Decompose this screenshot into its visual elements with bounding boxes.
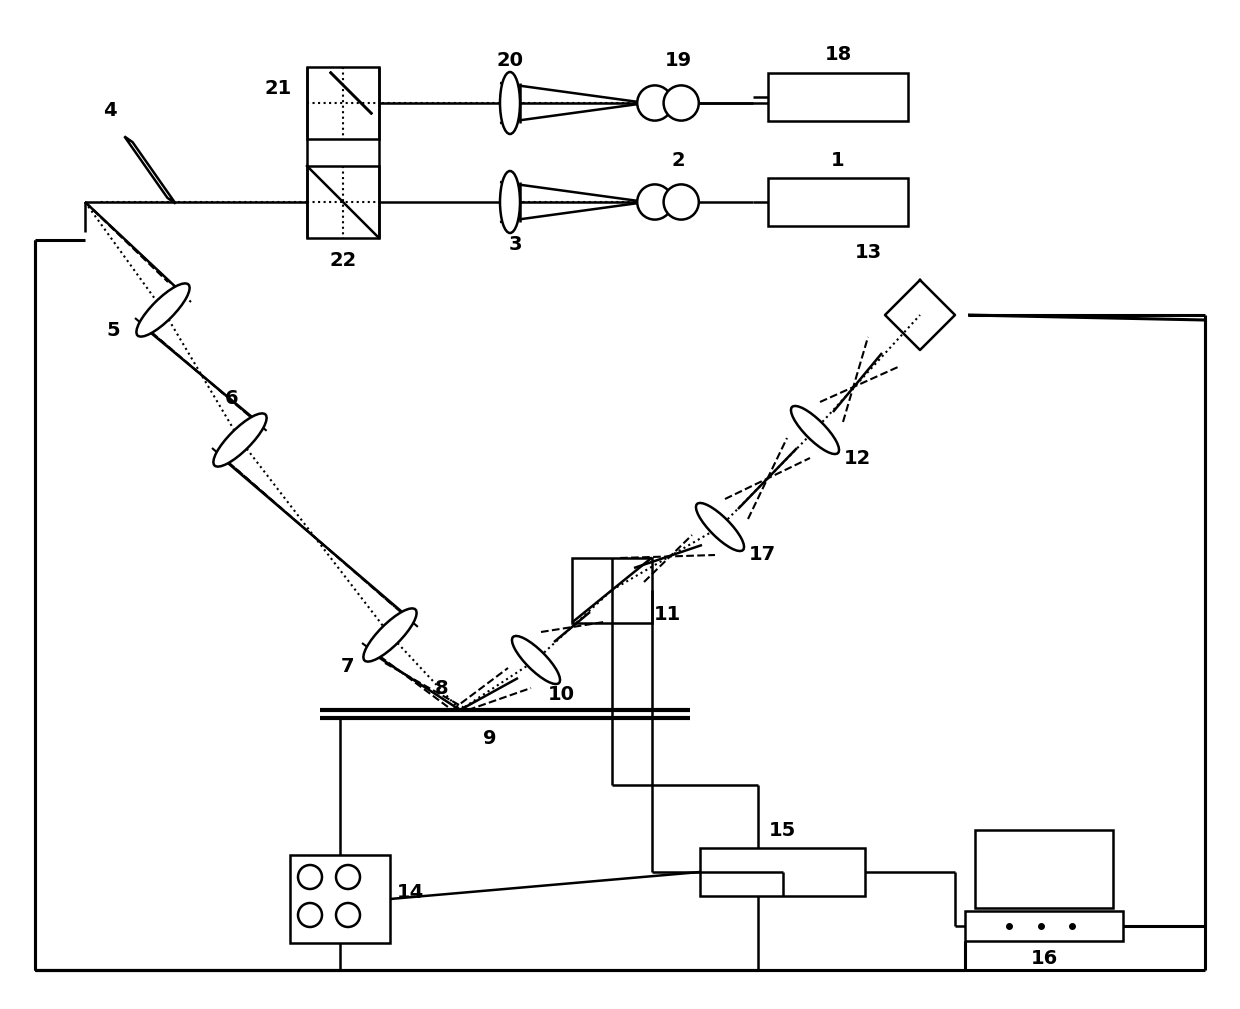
Text: 5: 5 <box>107 321 120 339</box>
Bar <box>768 73 908 121</box>
Text: 12: 12 <box>843 448 870 467</box>
Ellipse shape <box>512 636 560 684</box>
Ellipse shape <box>363 608 417 662</box>
Text: 18: 18 <box>825 45 852 65</box>
Text: 21: 21 <box>264 79 291 98</box>
Bar <box>701 848 866 896</box>
Bar <box>965 911 1123 941</box>
Circle shape <box>336 865 360 889</box>
Circle shape <box>298 865 322 889</box>
Circle shape <box>298 903 322 927</box>
Ellipse shape <box>136 284 190 337</box>
Text: 2: 2 <box>671 150 684 170</box>
Polygon shape <box>330 72 372 114</box>
Text: 15: 15 <box>769 820 796 839</box>
Text: 22: 22 <box>330 250 357 269</box>
Ellipse shape <box>500 171 520 233</box>
Text: 3: 3 <box>508 234 522 253</box>
Bar <box>768 178 908 226</box>
Text: 11: 11 <box>653 605 681 625</box>
Text: 14: 14 <box>397 884 424 902</box>
Text: 4: 4 <box>103 101 117 119</box>
Text: 20: 20 <box>496 51 523 71</box>
Circle shape <box>637 185 672 220</box>
Circle shape <box>663 185 699 220</box>
Bar <box>308 67 379 139</box>
Text: 17: 17 <box>749 546 775 564</box>
Text: 7: 7 <box>341 658 355 676</box>
Circle shape <box>637 86 672 121</box>
Ellipse shape <box>696 502 744 551</box>
Text: 19: 19 <box>665 51 692 71</box>
Bar <box>975 830 1114 908</box>
Text: 8: 8 <box>435 678 449 697</box>
Text: 1: 1 <box>831 150 844 170</box>
Bar <box>308 166 379 238</box>
Text: 9: 9 <box>484 728 497 748</box>
Text: 16: 16 <box>1030 948 1058 968</box>
Ellipse shape <box>500 72 520 134</box>
Bar <box>290 855 391 943</box>
Text: 6: 6 <box>226 388 239 408</box>
Text: 13: 13 <box>854 243 882 262</box>
Polygon shape <box>124 136 176 204</box>
Ellipse shape <box>791 406 839 454</box>
Text: 10: 10 <box>548 685 574 704</box>
Circle shape <box>336 903 360 927</box>
Ellipse shape <box>213 414 267 466</box>
Circle shape <box>663 86 699 121</box>
Bar <box>572 558 652 623</box>
